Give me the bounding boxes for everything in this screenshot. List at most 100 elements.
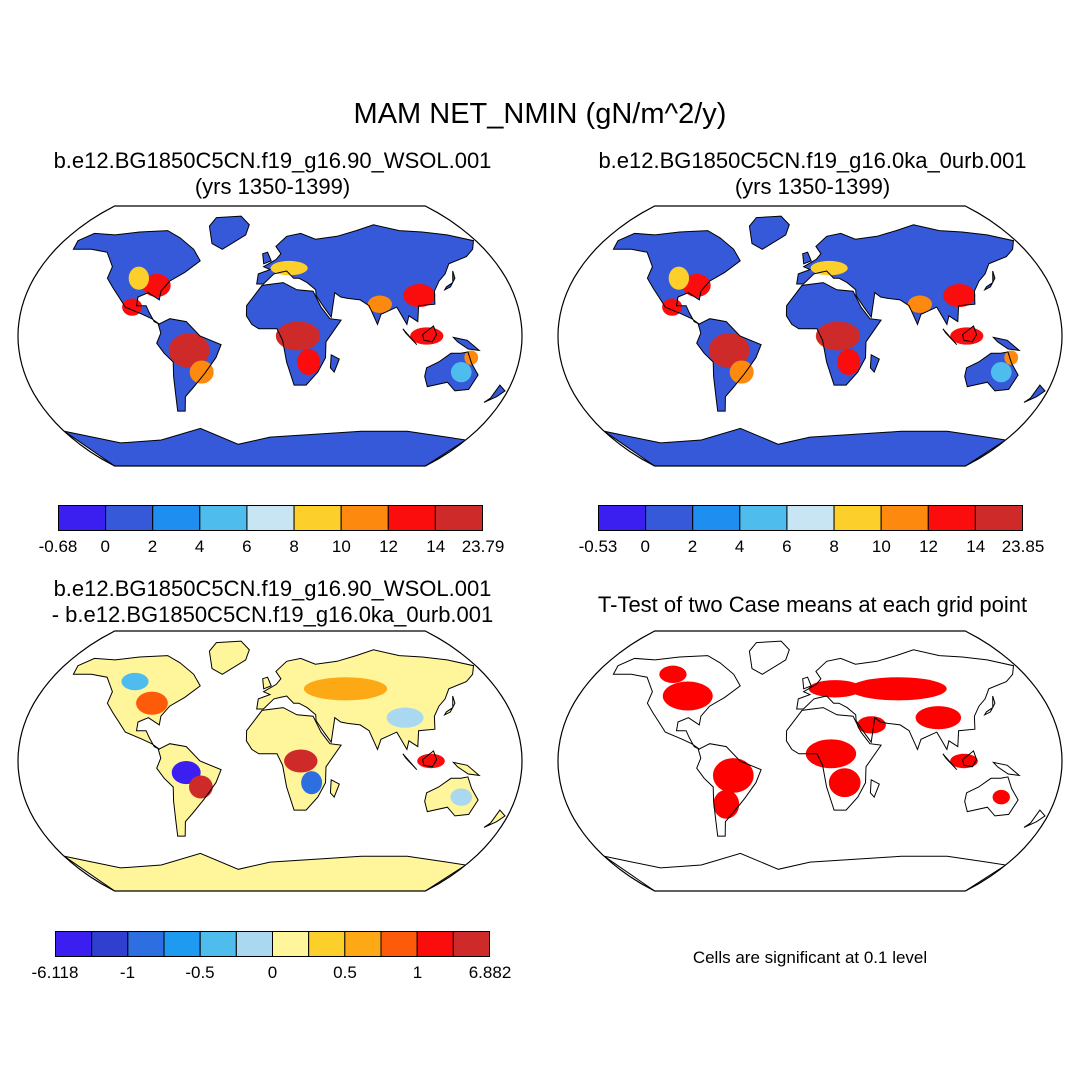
- colorbar-swatch: [163, 931, 201, 957]
- land-greenland: [749, 216, 790, 250]
- coastline-new-guinea: [991, 761, 1021, 777]
- field-patch: [142, 273, 171, 297]
- colorbar-swatch: [786, 505, 835, 531]
- colorbar-swatch: [880, 505, 929, 531]
- coastline-new-zealand: [483, 809, 506, 828]
- colorbar-swatch: [927, 505, 976, 531]
- land-new-zealand: [484, 385, 505, 403]
- coastline-borneo: [422, 750, 438, 768]
- coastline-africa: [785, 707, 882, 811]
- coastline-japan: [443, 695, 456, 717]
- colorbar-tick-label: 23.79: [461, 537, 505, 556]
- colorbar-tick-label: -0.53: [578, 537, 618, 556]
- significant-area: [713, 789, 740, 819]
- map-top-right: [557, 205, 1063, 467]
- coastline-sumatra: [942, 753, 958, 771]
- colorbar-tick-label: 23.85: [1001, 537, 1045, 556]
- land-australia: [964, 776, 1019, 816]
- coastline-greenland: [748, 640, 790, 675]
- field-patch: [128, 266, 150, 290]
- field-patch: [1004, 350, 1019, 365]
- colorbar-top-left: [58, 505, 483, 531]
- colorbar-tick-label: 4: [734, 537, 745, 556]
- colorbar-tick-label: 0: [640, 537, 650, 556]
- significant-area: [659, 665, 687, 683]
- coastline-new-guinea: [451, 336, 481, 352]
- field-patch: [189, 360, 214, 384]
- field-patch: [950, 327, 984, 345]
- coastline-africa: [245, 282, 342, 386]
- colorbar-swatch: [344, 931, 382, 957]
- colorbar-tick-label: 6: [782, 537, 792, 556]
- significant-area: [662, 681, 713, 711]
- colorbar-swatch: [91, 931, 129, 957]
- coastline-africa: [245, 707, 342, 811]
- colorbar-swatch: [55, 931, 93, 957]
- coastline-new-zealand: [483, 384, 506, 403]
- coastline-new-guinea: [991, 336, 1021, 352]
- colorbar-tick-label: 2: [147, 537, 158, 556]
- colorbar-swatch: [380, 931, 418, 957]
- map-frame: [557, 205, 1063, 467]
- panel-title-bottom-right: T-Test of two Case means at each grid po…: [560, 592, 1065, 618]
- colorbar-swatch: [416, 931, 454, 957]
- colorbar-tick-label: 14: [426, 537, 446, 556]
- field-patch: [907, 295, 932, 313]
- significant-area: [849, 677, 947, 701]
- coastline-japan: [983, 270, 996, 292]
- colorbar-tick-label: 0: [100, 537, 110, 556]
- coastline-north-america: [612, 230, 741, 325]
- colorbar-tick-label: 14: [966, 537, 986, 556]
- coastline-uk: [262, 676, 272, 690]
- coastline-north-america: [72, 655, 201, 750]
- panel-title-top-left-line1: b.e12.BG1850C5CN.f19_g16.90_WSOL.001: [53, 148, 492, 173]
- coastline-madagascar: [329, 353, 340, 374]
- coastline-borneo: [962, 325, 978, 343]
- land-antarctica: [64, 428, 466, 466]
- coastline-borneo: [962, 750, 978, 768]
- colorbar-swatch: [598, 505, 647, 531]
- coastline-uk: [802, 251, 812, 265]
- field-patch: [284, 749, 318, 773]
- field-patch: [708, 333, 750, 368]
- significant-area: [992, 789, 1010, 805]
- field-patch: [367, 295, 392, 313]
- panel-title-bottom-left-line1: b.e12.BG1850C5CN.f19_g16.90_WSOL.001: [53, 576, 492, 601]
- colorbar-tick-label: 12: [919, 537, 939, 556]
- land-uk: [262, 252, 272, 264]
- land-uk: [802, 252, 812, 264]
- map-frame: [17, 205, 523, 467]
- field-patch: [668, 266, 690, 290]
- coastline-south-america: [156, 743, 222, 837]
- colorbar-swatch: [58, 505, 107, 531]
- field-patch: [136, 691, 168, 715]
- coastline-australia: [964, 351, 1019, 392]
- coastline-japan: [983, 695, 996, 717]
- colorbar-swatch: [272, 931, 310, 957]
- coastline-sumatra: [402, 753, 418, 771]
- colorbar-tick-label: 10: [331, 537, 351, 556]
- land-new-guinea: [993, 337, 1020, 351]
- panel-title-bottom-left: b.e12.BG1850C5CN.f19_g16.90_WSOL.001 - b…: [20, 576, 525, 628]
- map-bottom-right: [557, 630, 1063, 892]
- coastline-sumatra: [402, 328, 418, 346]
- colorbar-swatch: [739, 505, 788, 531]
- panel-title-top-left-line2: (yrs 1350-1399): [194, 174, 351, 199]
- significant-area: [950, 753, 978, 769]
- colorbar-swatch: [308, 931, 346, 957]
- colorbar-swatch: [199, 505, 248, 531]
- colorbar-tick-label: 8: [289, 537, 299, 556]
- coastline-north-america: [612, 655, 741, 750]
- colorbar-tick-label: 2: [687, 537, 698, 556]
- land-new-zealand: [1024, 385, 1045, 403]
- field-patch: [270, 260, 308, 276]
- coastline-south-america: [696, 743, 762, 837]
- panel-title-top-left: b.e12.BG1850C5CN.f19_g16.90_WSOL.001 (yr…: [20, 148, 525, 200]
- field-patch: [301, 771, 323, 795]
- colorbar-swatch: [105, 505, 154, 531]
- significance-note-text: Cells are significant at 0.1 level: [692, 948, 928, 967]
- map-bottom-left: [17, 630, 523, 892]
- coastline-new-zealand: [1023, 809, 1046, 828]
- coastline-greenland: [208, 215, 250, 250]
- field-patch: [303, 677, 388, 701]
